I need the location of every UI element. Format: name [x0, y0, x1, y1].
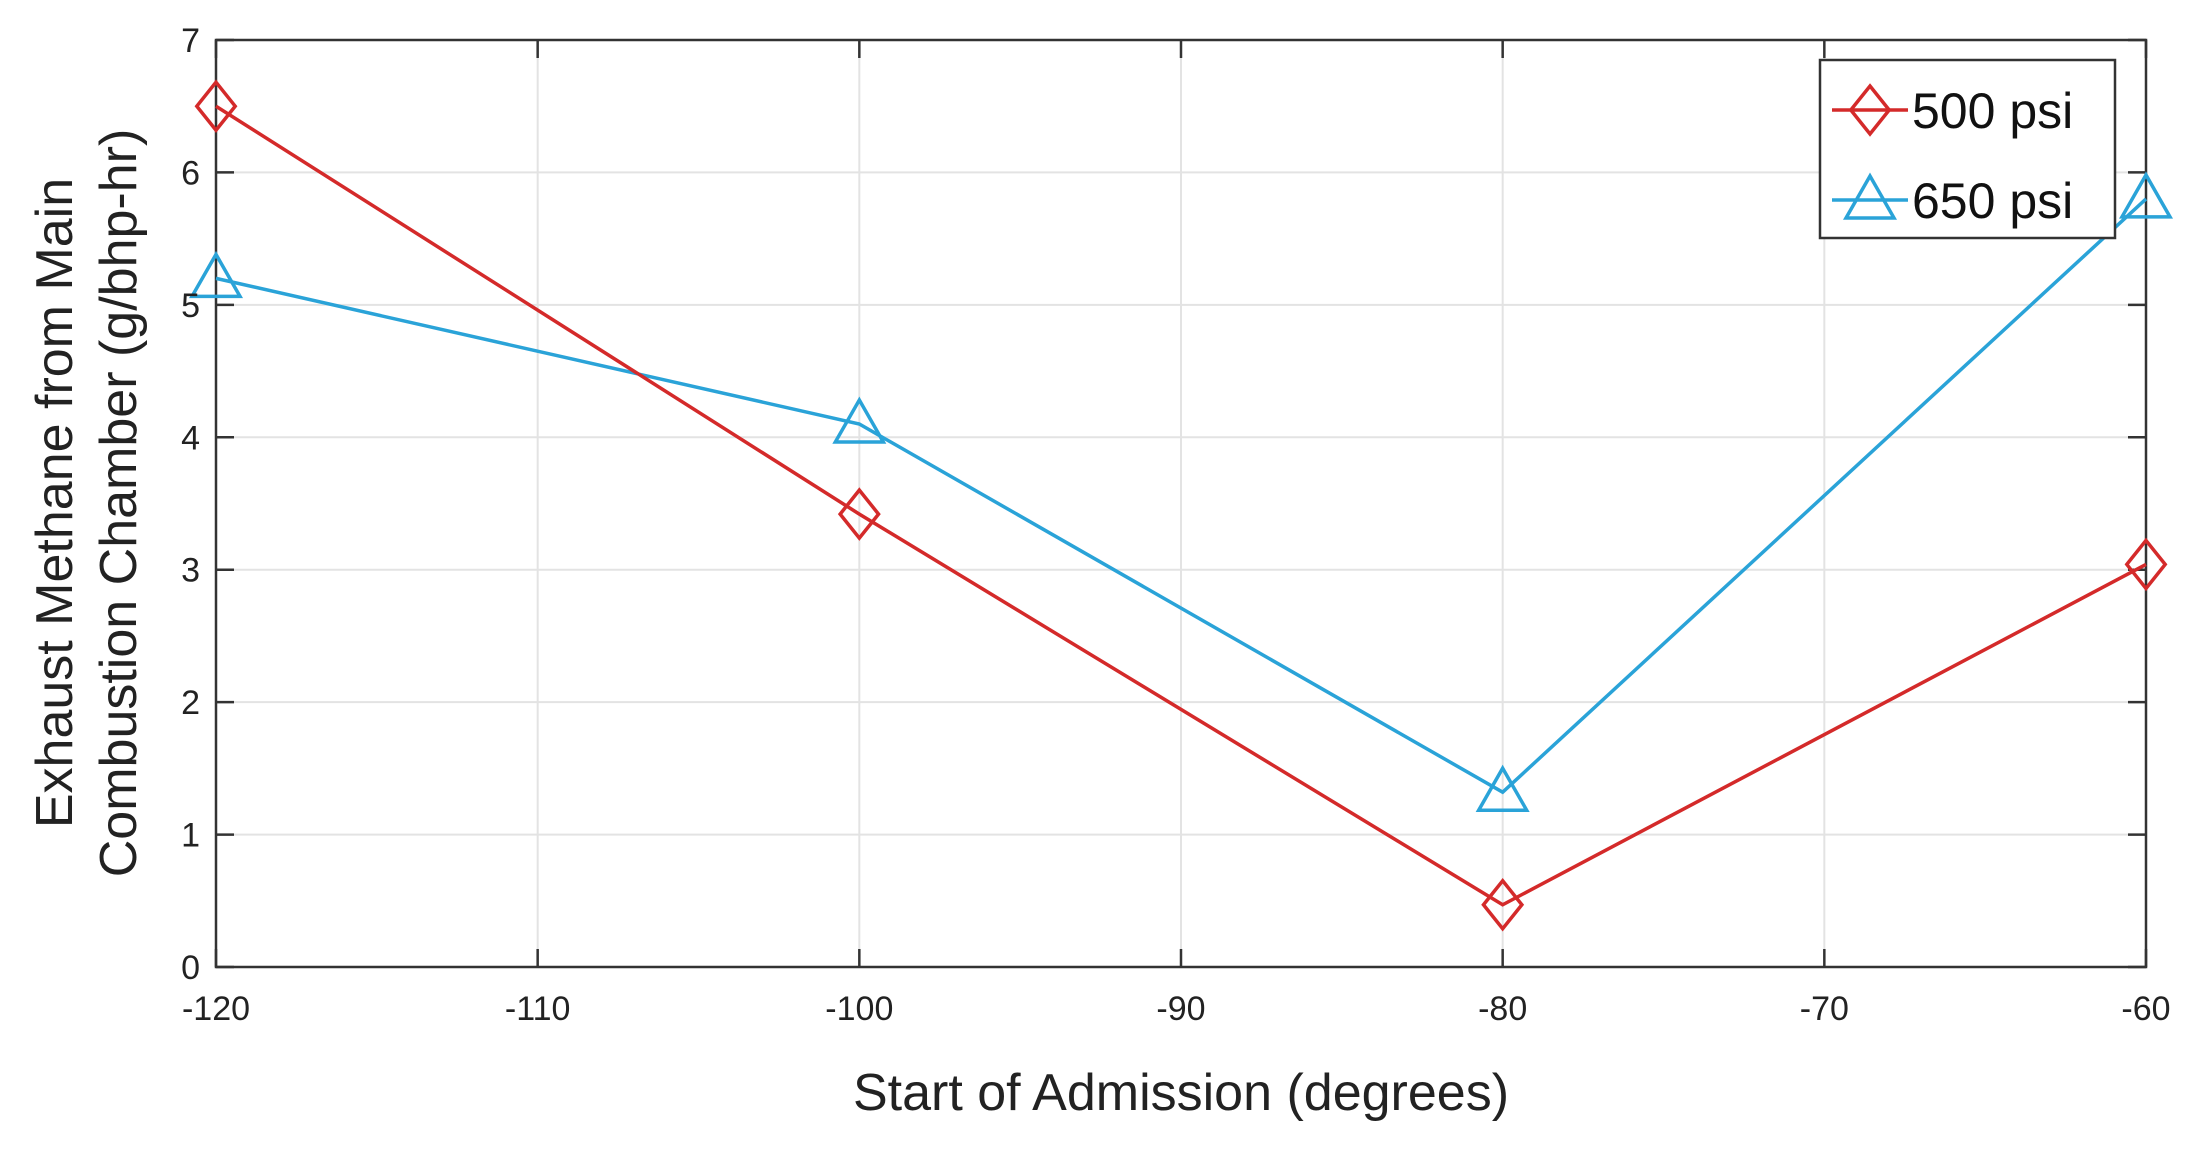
x-tick-label: -110 [505, 990, 571, 1028]
series-line-500-psi [215, 104, 2147, 907]
data-point-650-psi [832, 396, 887, 444]
legend-marker-650-psi [1842, 172, 1898, 220]
x-tick-label: -60 [2121, 990, 2170, 1028]
y-tick-label: 2 [181, 684, 200, 722]
x-tick-label: -90 [1156, 990, 1205, 1028]
series [188, 79, 2174, 932]
data-point-500-psi [1481, 877, 1525, 932]
series-line-650-psi [215, 197, 2148, 795]
x-tick-label: -100 [825, 990, 893, 1028]
data-point-650-psi [2118, 171, 2174, 219]
tick-labels: -120 -110 -100 -90 -80 -70 -60 0 1 2 3 4 5 6 7 [181, 22, 2170, 1028]
y-tick-label: 6 [181, 154, 200, 192]
data-point-500-psi [837, 487, 881, 541]
legend-label-650-psi: 650 psi [1912, 173, 2073, 229]
legend-label-500-psi: 500 psi [1912, 83, 2073, 139]
axis-ticks [214, 38, 2148, 969]
legend-marker-500-psi [1848, 83, 1892, 137]
y-tick-label: 0 [181, 949, 200, 987]
legend: 500 psi 650 psi [1818, 58, 2117, 240]
y-axis-title-line-2: Combustion Chamber (g/bhp-hr) [90, 129, 148, 878]
x-axis-title: Start of Admission (degrees) [853, 1064, 1509, 1122]
data-point-500-psi [194, 79, 238, 134]
x-tick-label: -70 [1800, 990, 1849, 1028]
data-point-650-psi [1475, 764, 1530, 812]
y-tick-label: 5 [181, 287, 200, 325]
x-tick-label: -80 [1478, 990, 1527, 1028]
data-point-500-psi [2124, 537, 2168, 592]
y-tick-label: 7 [181, 22, 200, 60]
y-axis-title-line-1: Exhaust Methane from Main [26, 178, 84, 828]
data-point-650-psi [188, 250, 244, 299]
x-tick-label: -120 [182, 990, 250, 1028]
y-tick-label: 4 [181, 419, 200, 457]
legend-marker-500-psi [1848, 83, 1892, 137]
y-tick-label: 1 [181, 817, 200, 855]
legend-marker-650-psi [1842, 172, 1898, 220]
y-tick-label: 3 [181, 552, 200, 590]
grid [216, 40, 2146, 967]
